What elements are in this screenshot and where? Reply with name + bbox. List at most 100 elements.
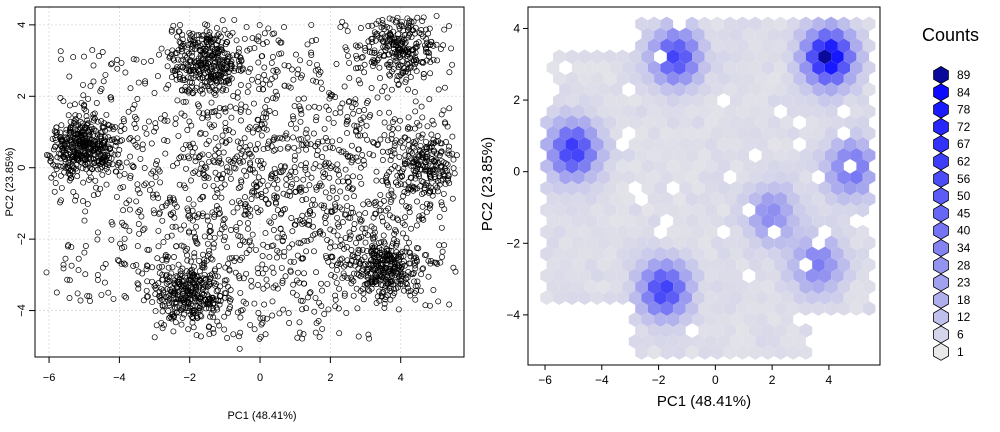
legend-swatch (933, 66, 949, 84)
scatter-point (156, 168, 163, 175)
scatter-point (428, 258, 435, 264)
scatter-point (327, 93, 334, 100)
scatter-point (259, 114, 266, 121)
scatter-point (341, 245, 348, 252)
scatter-point (122, 223, 129, 230)
scatter-point (187, 273, 193, 280)
scatter-point (391, 290, 398, 296)
scatter-point (304, 221, 311, 228)
scatter-point (201, 233, 208, 240)
hex-cell (812, 301, 825, 316)
hex-cell (673, 323, 686, 338)
scatter-point (244, 89, 251, 96)
hex-cell (559, 191, 572, 207)
scatter-point (413, 222, 420, 229)
hex-cell (786, 60, 800, 75)
scatter-point (241, 167, 248, 174)
scatter-point (361, 61, 368, 68)
hex-cell (736, 345, 749, 360)
legend-swatch (933, 290, 949, 309)
scatter-point (155, 280, 162, 287)
scatter-point (213, 203, 220, 210)
scatter-point (453, 152, 460, 159)
scatter-point (90, 126, 97, 133)
hex-cell (698, 213, 711, 229)
hex-cell (616, 268, 629, 284)
scatter-point (233, 37, 240, 44)
scatter-point (429, 167, 436, 174)
scatter-point (385, 61, 392, 68)
scatter-point (148, 180, 155, 187)
scatter-point (384, 247, 391, 254)
scatter-point (185, 196, 192, 203)
scatter-point (53, 289, 60, 296)
scatter-point (446, 23, 452, 30)
scatter-point (291, 156, 298, 163)
scatter-point (272, 146, 279, 153)
scatter-point (149, 264, 156, 271)
scatter-point (426, 172, 433, 179)
scatter-point (341, 263, 347, 270)
hex-cell (578, 137, 591, 152)
scatter-point (193, 283, 200, 290)
scatter-point (236, 61, 243, 67)
legend-title: Counts (922, 25, 979, 45)
scatter-point (345, 99, 352, 106)
scatter-point (100, 264, 106, 271)
scatter-point (330, 119, 337, 126)
scatter-point (402, 214, 408, 221)
hex-cell (799, 235, 813, 251)
hex-cell (736, 257, 749, 273)
scatter-point (350, 110, 357, 117)
scatter-point (378, 34, 385, 41)
scatter-point (187, 32, 194, 39)
scatter-point (353, 123, 360, 130)
hex-cell (559, 213, 572, 229)
hex-cell (685, 169, 699, 185)
scatter-point (420, 70, 427, 77)
scatter-point (73, 193, 80, 200)
scatter-point (343, 194, 350, 201)
hex-cell (793, 49, 806, 65)
hex-cell (805, 27, 819, 43)
scatter-point (334, 232, 341, 239)
hex-cell (856, 115, 870, 130)
hex-cell (590, 224, 604, 240)
hex-cell (679, 93, 692, 108)
hex-cell (673, 104, 686, 119)
scatter-point (418, 150, 425, 157)
scatter-point (412, 98, 419, 105)
scatter-point (163, 85, 170, 92)
scatter-point (238, 117, 244, 124)
scatter-point (274, 68, 281, 75)
scatter-point (279, 231, 286, 237)
scatter-point (420, 216, 427, 223)
scatter-point (257, 315, 264, 322)
scatter-point (374, 57, 381, 64)
scatter-point (365, 331, 372, 338)
hex-cell (704, 224, 718, 240)
hex-cell (774, 82, 787, 97)
hex-cell (717, 71, 730, 86)
scatter-point (156, 51, 162, 58)
hex-cell (736, 148, 749, 163)
scatter-point (269, 95, 276, 102)
hex-cell (748, 16, 762, 32)
scatter-point (404, 52, 410, 59)
scatter-point (365, 265, 372, 272)
legend-label: 50 (957, 189, 971, 203)
scatter-point (353, 154, 360, 161)
scatter-point (235, 185, 242, 192)
hex-cell (571, 104, 585, 119)
scatter-point (344, 52, 351, 59)
scatter-point (377, 265, 383, 272)
scatter-point (237, 307, 244, 314)
hex-cell (603, 224, 617, 240)
scatter-point (270, 269, 277, 276)
hex-cell (565, 180, 579, 196)
scatter-point (270, 67, 277, 74)
scatter-point (190, 37, 196, 44)
scatter-point (213, 25, 220, 32)
scatter-point (197, 129, 204, 136)
scatter-point (399, 248, 406, 255)
